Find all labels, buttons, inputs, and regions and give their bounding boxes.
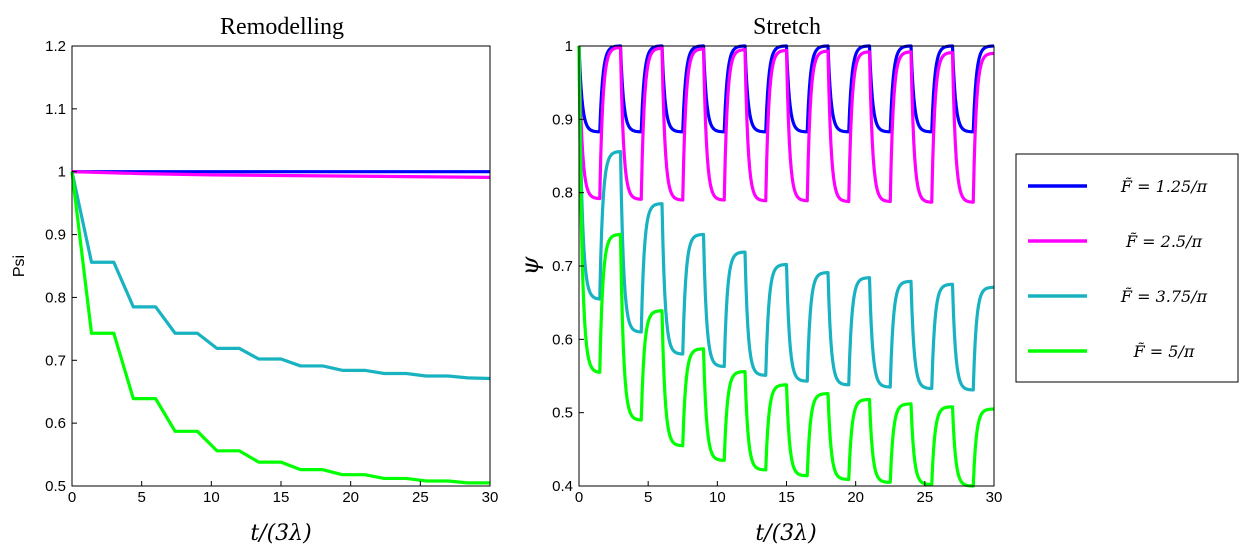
legend-label-1: F̃ = 1.25/π: [1120, 177, 1208, 196]
legend-label-4: F̃ = 5/π: [1133, 342, 1195, 361]
stretch-y-tick-label: 0.6: [552, 331, 573, 348]
remodelling-y-tick-label: 0.6: [45, 415, 66, 432]
remodelling-y-label: Psi: [11, 255, 28, 277]
stretch-y-tick-label: 0.4: [552, 478, 573, 495]
legend: F̃ = 1.25/π F̃ = 2.5/π F̃ = 3.75/π F̃ = 5/π: [1015, 153, 1239, 383]
remodelling-x-tick-label: 10: [203, 489, 220, 506]
stretch-x-tick-label: 15: [778, 489, 795, 506]
stretch-x-tick-label: 25: [916, 489, 933, 506]
stretch-y-tick-label: 0.7: [552, 258, 573, 275]
remodelling-x-tick-label: 20: [342, 489, 359, 506]
stretch-y-tick-label: 1: [565, 38, 573, 55]
stretch-y-ticks: 0.4 0.5 0.6 0.7 0.8 0.9 1: [552, 38, 584, 495]
legend-label-3: F̃ = 3.75/π: [1120, 287, 1208, 306]
stretch-title: Stretch: [753, 14, 821, 40]
legend-label-2: F̃ = 2.5/π: [1125, 232, 1203, 251]
remodelling-y-tick-label: 0.7: [45, 352, 66, 369]
legend-box: [1015, 153, 1239, 383]
remodelling-x-tick-label: 30: [482, 489, 499, 506]
remodelling-x-tick-label: 0: [68, 489, 76, 506]
remodelling-y-tick-label: 0.8: [45, 289, 66, 306]
remodelling-y-ticks: 0.5 0.6 0.7 0.8 0.9 1 1.1 1.2: [45, 38, 77, 495]
stretch-series-line-3: [577, 45, 995, 392]
stretch-x-tick-label: 5: [644, 489, 652, 506]
remodelling-x-label: t/(3λ): [250, 521, 311, 546]
remodelling-title: Remodelling: [220, 14, 344, 40]
stretch-x-label: t/(3λ): [755, 521, 816, 546]
legend-entries: F̃ = 1.25/π F̃ = 2.5/π F̃ = 3.75/π F̃ = 5/π: [1028, 177, 1208, 361]
remodelling-x-tick-label: 15: [273, 489, 290, 506]
remodelling-series-group: [70, 170, 491, 485]
remodelling-series-line-3: [70, 171, 491, 381]
remodelling-y-tick-label: 0.9: [45, 227, 66, 244]
stretch-series-line-2: [577, 45, 995, 204]
remodelling-y-tick-label: 0.5: [45, 478, 66, 495]
remodelling-y-tick-label: 1.1: [45, 101, 66, 118]
remodelling-x-ticks: 0 5 10 15 20 25 30: [68, 481, 499, 506]
stretch-x-ticks: 0 5 10 15 20 25 30: [575, 481, 1003, 506]
remodelling-y-tick-label: 1: [58, 164, 66, 181]
remodelling-series-line-4: [70, 171, 490, 485]
remodelling-axes-box: [71, 45, 491, 487]
stretch-y-tick-label: 0.9: [552, 111, 573, 128]
stretch-x-tick-label: 20: [847, 489, 864, 506]
remodelling-chart: Remodelling 0 5 10 15 20 25 30 0.5 0.6 0.7 0.8 0.9…: [11, 14, 498, 546]
remodelling-x-tick-label: 25: [412, 489, 429, 506]
stretch-y-label: ψ: [516, 255, 544, 275]
stretch-x-tick-label: 0: [575, 489, 583, 506]
stretch-x-tick-label: 10: [709, 489, 726, 506]
stretch-chart: Stretch 0 5 10 15 20 25 30 0.4 0.5 0.6 0.7 0.8 0.9 1…: [516, 14, 1002, 546]
remodelling-y-tick-label: 1.2: [45, 38, 66, 55]
remodelling-x-tick-label: 5: [137, 489, 145, 506]
stretch-y-tick-label: 0.8: [552, 185, 573, 202]
stretch-y-tick-label: 0.5: [552, 405, 573, 422]
remodelling-series-line-2: [71, 170, 491, 179]
stretch-series-group: [577, 44, 995, 488]
stretch-x-tick-label: 30: [986, 489, 1003, 506]
